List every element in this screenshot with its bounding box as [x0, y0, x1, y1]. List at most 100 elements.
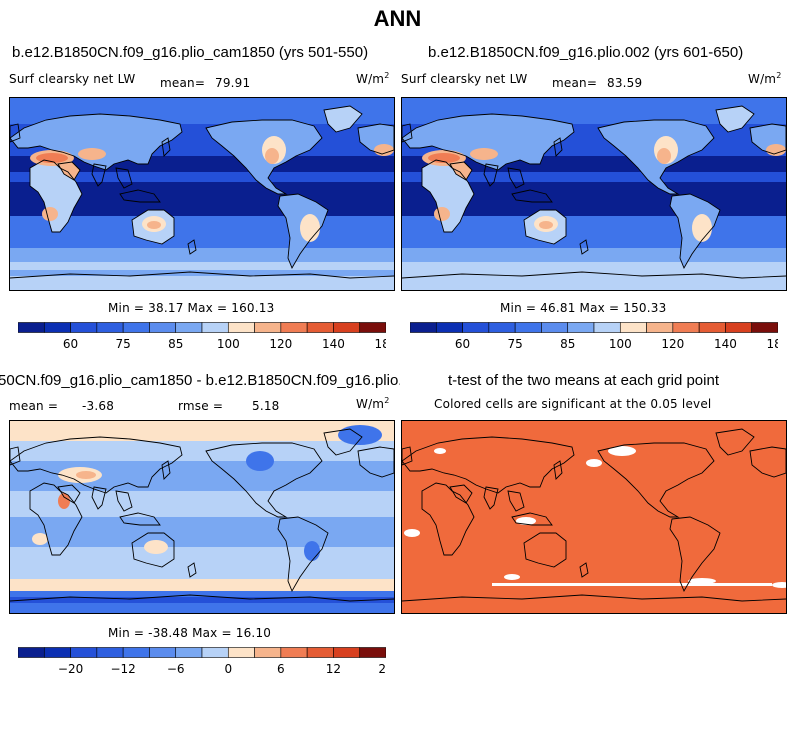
- diff-colorbar-tick-label: −6: [167, 662, 185, 676]
- coastline-antarctic: [10, 594, 394, 602]
- case1-colorbar-box-2: [70, 322, 98, 333]
- case1-colorbar-box-0: [18, 322, 45, 333]
- case2-colorbar-box-4: [514, 322, 542, 333]
- case1-colorbar-box-9: [254, 322, 282, 333]
- ttest-insignificant-2: [586, 459, 602, 467]
- case2-colorbar-box-6: [567, 322, 595, 333]
- case2-colorbar-box-3: [488, 322, 516, 333]
- diff-colorbar-box-5: [149, 647, 177, 658]
- diff-tibet-core: [76, 471, 96, 479]
- case2-colorbar-tick-label: 100: [609, 337, 632, 351]
- case2-colorbar-box-12: [725, 322, 753, 333]
- diff-horn-africa: [58, 493, 70, 509]
- coastline-samerica: [277, 193, 329, 270]
- coastline-namerica: [597, 119, 715, 195]
- diff-colorbar-box-8: [227, 647, 255, 658]
- field-eurasia: [402, 114, 574, 170]
- diff-map: [9, 420, 395, 614]
- coastline-europe2: [10, 123, 21, 143]
- coastline-nz: [579, 562, 589, 578]
- coastline-antarctic: [10, 271, 394, 279]
- ttest-title: t-test of the two means at each grid poi…: [448, 372, 719, 389]
- diff-subtropics-south: [10, 517, 394, 547]
- coastline-seasia: [507, 490, 525, 512]
- field-africa: [422, 160, 474, 232]
- coastline-arabia: [449, 484, 473, 504]
- coastline-eurasia: [402, 113, 575, 171]
- field-patagonia: [692, 214, 712, 242]
- coastline-africa: [29, 482, 83, 556]
- coastline-india: [483, 163, 499, 187]
- coastline-seasia: [115, 490, 133, 512]
- case2-min-max: Min = 46.81 Max = 150.33: [500, 301, 667, 315]
- ttest-insignificant-8: [772, 582, 786, 588]
- coastline-europe: [749, 123, 786, 155]
- coastline-seasia: [115, 167, 133, 189]
- coastline-greenland: [715, 105, 755, 133]
- diff-units: W/m2: [356, 396, 390, 411]
- field-australia-core: [147, 221, 161, 229]
- coastline-arabia: [57, 484, 81, 504]
- coastline-europe: [357, 123, 394, 155]
- case1-colorbar-tick-label: 180: [375, 337, 386, 351]
- coastline-india: [483, 486, 499, 510]
- diff-arctic: [10, 421, 394, 441]
- case1-colorbar-box-1: [43, 322, 71, 333]
- case2-colorbar-box-10: [672, 322, 700, 333]
- diff-colorbar-box-10: [280, 647, 308, 658]
- coastline-indo: [511, 512, 553, 526]
- case2-mean-value: 83.59: [607, 76, 643, 90]
- diff-canada: [246, 451, 274, 471]
- coastline-indo: [119, 512, 161, 526]
- ttest-insignificant-3: [516, 517, 536, 525]
- coastline-greenland: [323, 428, 363, 456]
- coastline-australia: [523, 209, 567, 245]
- coastline-greenland: [323, 105, 363, 133]
- ttest-insignificant-7: [688, 578, 716, 584]
- case1-colorbar-box-10: [280, 322, 308, 333]
- field-east-sahara: [374, 144, 394, 156]
- case2-colorbar-box-11: [698, 322, 726, 333]
- coastline-indo: [119, 189, 161, 203]
- coastline-antarctic: [402, 271, 786, 279]
- ttest-insignificant-band-1: [492, 583, 772, 586]
- case2-colorbar: 60 75 85 100 120 140 180: [410, 322, 778, 360]
- diff-colorbar-box-0: [18, 647, 45, 658]
- case1-colorbar-box-8: [227, 322, 255, 333]
- coastline-antarctic: [402, 594, 786, 602]
- diff-pacific-band: [150, 493, 270, 509]
- diff-samerica: [304, 541, 320, 561]
- ttest-insignificant-4: [404, 529, 420, 537]
- coastline-africa: [421, 159, 475, 233]
- coastline-nz: [187, 562, 197, 578]
- field-africa: [30, 160, 82, 232]
- diff-colorbar-box-7: [201, 647, 229, 658]
- diff-title: B50CN.f09_g16.plio_cam1850 - b.e12.B1850…: [0, 372, 400, 389]
- case2-colorbar-tick-label: 75: [508, 337, 523, 351]
- coastline-japan: [161, 137, 171, 157]
- diff-colorbar-box-9: [254, 647, 282, 658]
- field-southern-ocean: [10, 248, 394, 262]
- case2-mean-label: mean=: [552, 76, 598, 90]
- coastline-europe2: [402, 446, 413, 466]
- case1-colorbar-box-3: [96, 322, 124, 333]
- case2-colorbar-box-8: [619, 322, 647, 333]
- diff-australia: [144, 540, 168, 554]
- coastline-australia: [523, 532, 567, 568]
- case2-colorbar-box-9: [646, 322, 674, 333]
- coastline-australia: [131, 532, 175, 568]
- field-central-asia: [470, 148, 498, 160]
- coastline-greenland: [715, 428, 755, 456]
- coastline-arabia: [449, 161, 473, 181]
- coastline-indo: [511, 189, 553, 203]
- case1-colorbar-tick-label: 75: [116, 337, 131, 351]
- figure-title: ANN: [373, 6, 422, 31]
- coastline-nz: [187, 239, 197, 255]
- case2-colorbar-tick-label: 180: [767, 337, 778, 351]
- case2-colorbar-box-5: [541, 322, 569, 333]
- ttest-insignificant-6: [504, 574, 520, 580]
- coastline-seasia: [507, 167, 525, 189]
- case2-title: b.e12.B1850CN.f09_g16.plio.002 (yrs 601-…: [428, 44, 744, 61]
- coastline-samerica: [277, 516, 329, 593]
- diff-colorbar-box-4: [122, 647, 150, 658]
